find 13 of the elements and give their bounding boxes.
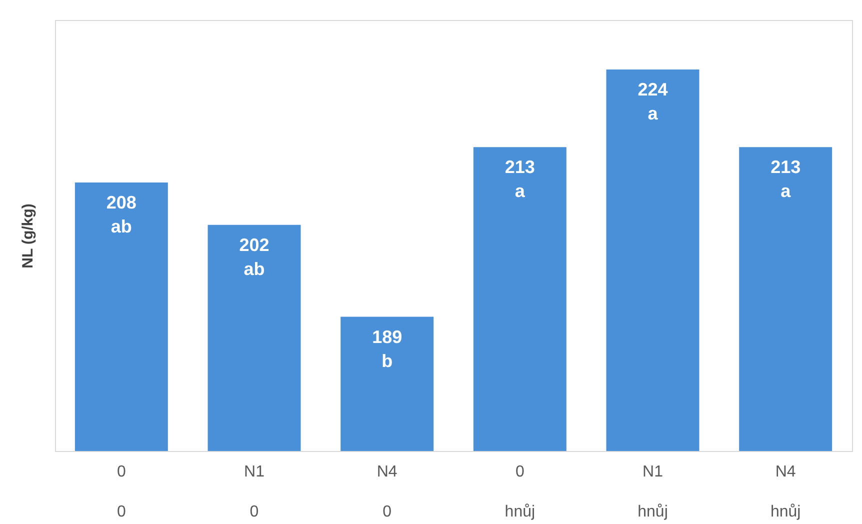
category-label: N1 hnůj bbox=[638, 464, 668, 520]
data-label: 224 a bbox=[638, 79, 668, 124]
data-label: 208 ab bbox=[106, 192, 136, 237]
category-label: 0 0 bbox=[116, 464, 126, 520]
data-label: 189 b bbox=[372, 326, 402, 371]
category-label: 0 hnůj bbox=[504, 464, 536, 520]
data-label: 202 ab bbox=[239, 234, 270, 279]
category-label: N1 0 bbox=[244, 464, 264, 520]
data-label: 213 a bbox=[770, 157, 801, 202]
category-label: N4 0 bbox=[376, 464, 398, 520]
data-label: 213 a bbox=[504, 157, 535, 202]
category-label: N4 hnůj bbox=[770, 464, 801, 520]
y-axis-title: NL (g/kg) bbox=[20, 204, 36, 268]
